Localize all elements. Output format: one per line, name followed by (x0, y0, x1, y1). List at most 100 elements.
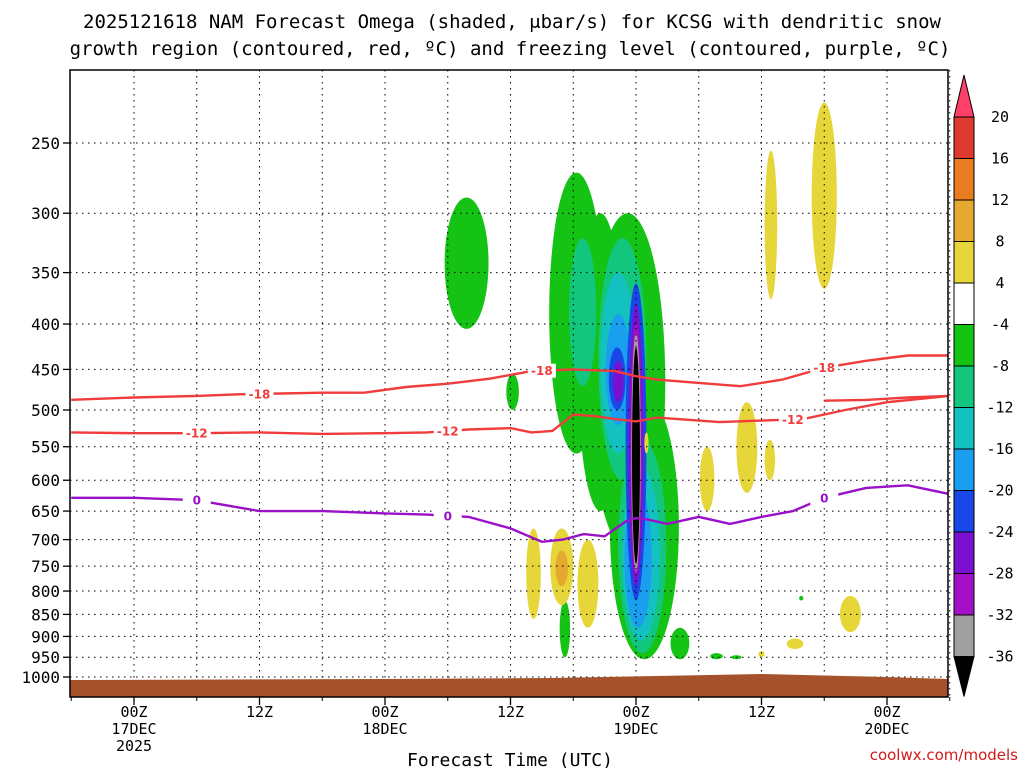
contour-label: 0 (444, 509, 452, 523)
x-tick-label: 2025 (116, 737, 152, 755)
colorbar-label: -24 (986, 523, 1013, 541)
colorbar-label: 12 (991, 191, 1009, 209)
colorbar-swatch (953, 531, 975, 574)
contour-label-bg (527, 363, 556, 378)
colorbar-swatch (953, 490, 975, 533)
omega-blob-yellow (577, 539, 599, 628)
omega-blob-green (506, 373, 519, 410)
colorbar-swatch (953, 158, 975, 201)
ground-terrain (70, 674, 948, 697)
contour-label-bg (433, 423, 462, 438)
x-tick-label: 12Z (497, 703, 524, 721)
y-tick-label: 850 (31, 605, 60, 624)
colorbar-label: 20 (991, 108, 1009, 126)
omega-blob-yellow (526, 528, 541, 619)
y-tick-label: 400 (31, 315, 60, 334)
contour-label-bg (810, 490, 839, 505)
contour-label: -18 (249, 387, 271, 401)
omega-blob-teal (569, 238, 597, 387)
x-tick-label: 12Z (748, 703, 775, 721)
contour-label: 0 (193, 494, 201, 508)
x-tick-label: 17DEC (111, 720, 156, 738)
credit-text: coolwx.com/models (870, 746, 1018, 764)
x-tick-label: 00Z (371, 703, 398, 721)
contour-label-bg (182, 426, 211, 441)
colorbar: 20 16 12 8 4 -4 -8 -12 -16 -20 -24 -28 -32 -36 (953, 74, 1014, 697)
omega-blob-orange (555, 550, 569, 587)
contour-label: -18 (531, 364, 553, 378)
contour-label: -12 (782, 413, 804, 427)
contour-label-bg (433, 508, 462, 523)
y-tick-label: 250 (31, 134, 60, 153)
colorbar-label: -32 (986, 606, 1013, 624)
omega-blob-yellow (786, 638, 804, 650)
colorbar-swatch (953, 241, 975, 284)
contour-label-bg (245, 386, 274, 401)
colorbar-label: -12 (986, 399, 1013, 417)
y-tick-label: 950 (31, 648, 60, 667)
colorbar-swatch (953, 324, 975, 367)
colorbar-swatch (953, 573, 975, 616)
colorbar-top-arrow (953, 74, 975, 118)
terrain-ground (70, 674, 948, 697)
y-tick-label: 500 (31, 401, 60, 420)
omega-blob-black (632, 347, 640, 564)
x-tick-label: 19DEC (613, 720, 658, 738)
y-tick-label: 300 (31, 204, 60, 223)
colorbar-swatch (953, 199, 975, 242)
contour-label: -12 (186, 427, 208, 441)
y-tick-label: 700 (31, 531, 60, 550)
contour-label-bg (778, 412, 807, 427)
y-tick-label: 800 (31, 582, 60, 601)
colorbar-swatch (953, 365, 975, 408)
colorbar-swatch (953, 407, 975, 450)
x-tick-label: 00Z (873, 703, 900, 721)
omega-blob-yellow (699, 446, 715, 512)
contour-dendritic-lower (71, 394, 948, 436)
x-tick-label: 00Z (622, 703, 649, 721)
colorbar-label: 16 (991, 150, 1009, 168)
contour-label: 0 (820, 491, 828, 505)
colorbar-label: -36 (986, 648, 1013, 666)
y-tick-label: 650 (31, 502, 60, 521)
x-tick-label: 00Z (120, 703, 147, 721)
y-tick-label: 600 (31, 471, 60, 490)
chart-title-line2: growth region (contoured, red, ºC) and f… (70, 38, 951, 60)
omega-shading (444, 102, 861, 660)
omega-blob-green (710, 653, 723, 660)
omega-blob-purple (612, 360, 624, 403)
omega-blob-yellow (811, 102, 837, 289)
temperature-contours: -18 -18 -18 -12 -12 -12 0 0 0 (71, 354, 948, 544)
plot-frame (69, 69, 949, 698)
x-tick-label: 12Z (246, 703, 273, 721)
omega-blob-green (444, 197, 489, 329)
contour-label-bg (810, 360, 839, 375)
colorbar-label: -28 (986, 565, 1013, 583)
y-tick-label: 750 (31, 557, 60, 576)
colorbar-label: 4 (995, 274, 1004, 292)
contour-freezing-level (71, 484, 948, 544)
y-tick-label: 350 (31, 264, 60, 283)
omega-blob-green (559, 600, 571, 658)
gridlines (70, 70, 951, 697)
omega-blob-yellow (764, 439, 776, 481)
y-tick-label: 900 (31, 627, 60, 646)
omega-blob-green (670, 627, 690, 660)
omega-blob-yellow (736, 402, 758, 493)
colorbar-label: -8 (991, 357, 1009, 375)
omega-blob-yellow (764, 150, 778, 300)
contour-label-bg (182, 493, 211, 508)
colorbar-label: -4 (991, 316, 1009, 334)
contour-dendritic-upper-b (824, 394, 948, 402)
x-tick-label: 20DEC (864, 720, 909, 738)
colorbar-swatch (953, 614, 975, 657)
x-tick-label: 18DEC (362, 720, 407, 738)
y-axis-ticks: 250 300 350 400 450 500 550 600 650 700 750 800 850 9… (21, 134, 70, 687)
x-axis-label: Forecast Time (UTC) (407, 750, 613, 768)
contour-label: -18 (813, 361, 835, 375)
omega-blob-yellow (758, 651, 765, 658)
colorbar-swatch (953, 448, 975, 491)
omega-blob-green (799, 595, 804, 601)
